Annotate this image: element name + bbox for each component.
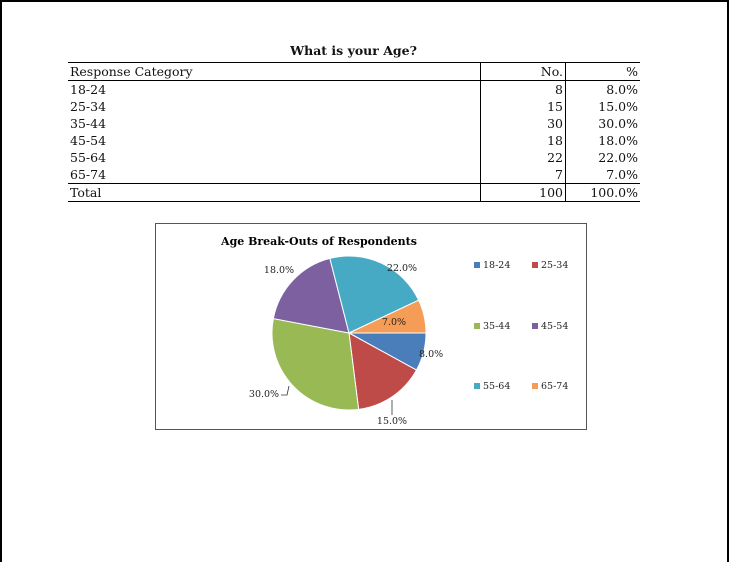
pie-slice-25-34 bbox=[348, 332, 418, 410]
pie-data-label: 8.0% bbox=[419, 349, 443, 360]
row-count: 7 bbox=[480, 166, 566, 184]
table-title: What is your Age? bbox=[290, 43, 417, 58]
row-count: 22 bbox=[480, 149, 566, 166]
row-percent: 15.0% bbox=[598, 99, 638, 114]
pie-slice-55-64 bbox=[329, 255, 420, 334]
legend-swatch bbox=[532, 383, 538, 389]
row-count: 18 bbox=[480, 132, 566, 149]
legend-entry: 65-74 bbox=[541, 381, 568, 392]
table-row: 65-74 7 7.0% bbox=[68, 166, 640, 184]
row-percent: 18.0% bbox=[598, 133, 638, 148]
legend-entry: 55-64 bbox=[483, 381, 510, 392]
chart-title: Age Break-Outs of Respondents bbox=[220, 235, 417, 248]
row-count: 30 bbox=[480, 115, 566, 132]
table-header-row: Response Category No. % bbox=[68, 62, 640, 81]
table-row: 45-54 18 18.0% bbox=[68, 132, 640, 149]
table-row: 35-44 30 30.0% bbox=[68, 115, 640, 132]
legend-swatch bbox=[532, 262, 538, 268]
pie-slice-35-44 bbox=[271, 317, 360, 411]
legend-entry: 45-54 bbox=[541, 321, 568, 332]
legend-swatch bbox=[474, 262, 480, 268]
row-category: 45-54 bbox=[68, 132, 481, 149]
pie-data-label: 15.0% bbox=[377, 416, 407, 427]
table-row: 18-24 8 8.0% bbox=[68, 80, 640, 98]
legend-swatch bbox=[532, 323, 538, 329]
legend-swatch bbox=[474, 323, 480, 329]
row-percent: 7.0% bbox=[606, 167, 638, 182]
pie-data-label: 18.0% bbox=[264, 265, 294, 276]
pie-chart: Age Break-Outs of Respondents 8.0% 15.0% 3… bbox=[220, 235, 568, 427]
pie-data-label: 7.0% bbox=[382, 317, 406, 328]
age-table: Response Category No. % 18-24 8 8.0% 25-… bbox=[68, 62, 640, 202]
header-no: No. bbox=[480, 62, 566, 81]
row-category: 55-64 bbox=[68, 149, 481, 166]
row-category: 18-24 bbox=[68, 80, 481, 98]
row-percent: 22.0% bbox=[598, 150, 638, 165]
table-row: 55-64 22 22.0% bbox=[68, 149, 640, 166]
row-percent: 8.0% bbox=[606, 82, 638, 97]
total-label: Total bbox=[68, 183, 481, 202]
row-category: 35-44 bbox=[68, 115, 481, 132]
pie-data-label: 30.0% bbox=[249, 389, 279, 400]
pie-chart-box: Age Break-Outs of Respondents 8.0% 15.0% 3… bbox=[155, 223, 587, 430]
row-count: 8 bbox=[480, 80, 566, 98]
row-percent: 30.0% bbox=[598, 116, 638, 131]
total-count: 100 bbox=[480, 183, 566, 202]
total-percent: 100.0% bbox=[565, 183, 640, 202]
legend-entry: 18-24 bbox=[483, 260, 510, 271]
pie-slice-45-54 bbox=[272, 257, 350, 334]
pie-leader-line bbox=[281, 385, 290, 396]
legend-entry: 35-44 bbox=[483, 321, 510, 332]
row-category: 25-34 bbox=[68, 98, 481, 115]
table-total-row: Total 100 100.0% bbox=[68, 183, 640, 202]
legend-entry: 25-34 bbox=[541, 260, 568, 271]
pie-data-label: 22.0% bbox=[387, 263, 417, 274]
row-category: 65-74 bbox=[68, 166, 481, 184]
header-response-category: Response Category bbox=[68, 62, 481, 81]
row-count: 15 bbox=[480, 98, 566, 115]
table-row: 25-34 15 15.0% bbox=[68, 98, 640, 115]
pie-slice-65-74 bbox=[348, 299, 427, 334]
legend-swatch bbox=[474, 383, 480, 389]
header-percent: % bbox=[565, 62, 640, 81]
